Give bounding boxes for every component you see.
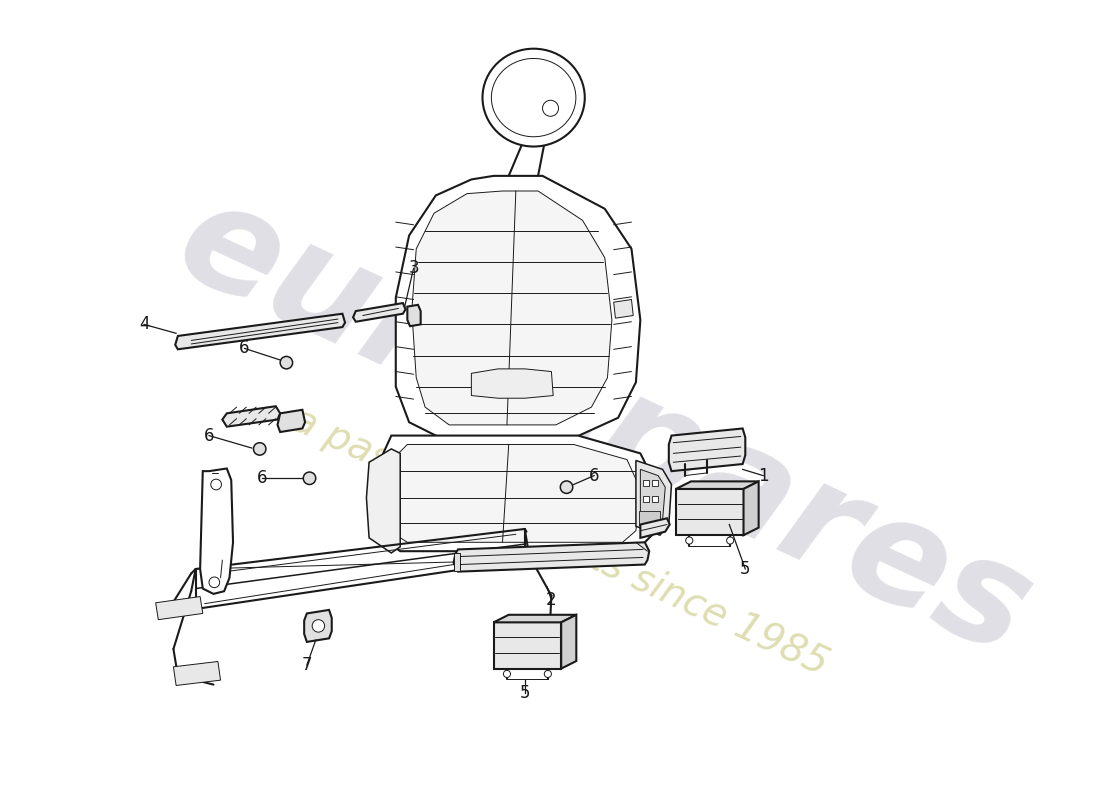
Text: 6: 6	[240, 339, 250, 358]
Polygon shape	[669, 429, 746, 471]
Text: 4: 4	[139, 315, 150, 334]
Bar	[644, 496, 649, 502]
Polygon shape	[353, 303, 406, 322]
Bar	[652, 480, 658, 486]
Polygon shape	[396, 176, 640, 440]
Circle shape	[544, 670, 551, 678]
Circle shape	[560, 481, 573, 494]
Circle shape	[209, 577, 220, 588]
Polygon shape	[200, 469, 233, 594]
Polygon shape	[614, 299, 634, 318]
Polygon shape	[494, 614, 576, 622]
Polygon shape	[453, 542, 649, 572]
Polygon shape	[384, 445, 640, 542]
Text: 2: 2	[546, 591, 557, 609]
Polygon shape	[538, 616, 571, 642]
Text: a passion for parts since 1985: a passion for parts since 1985	[286, 401, 835, 683]
Text: 5: 5	[740, 560, 750, 578]
Polygon shape	[277, 410, 305, 432]
Ellipse shape	[483, 49, 585, 146]
Polygon shape	[370, 435, 658, 551]
Polygon shape	[174, 662, 221, 686]
Polygon shape	[636, 461, 671, 535]
Polygon shape	[407, 305, 420, 326]
Polygon shape	[453, 553, 460, 570]
Polygon shape	[472, 369, 553, 398]
Polygon shape	[222, 406, 280, 426]
Text: 5: 5	[519, 685, 530, 702]
Text: eurospares: eurospares	[157, 168, 1053, 686]
Polygon shape	[640, 518, 670, 538]
Polygon shape	[411, 191, 612, 425]
Circle shape	[542, 100, 559, 116]
Polygon shape	[639, 511, 660, 525]
Text: 6: 6	[588, 466, 600, 485]
Text: 6: 6	[257, 470, 267, 487]
Circle shape	[685, 537, 693, 544]
Circle shape	[211, 479, 221, 490]
Polygon shape	[640, 470, 666, 528]
Polygon shape	[366, 449, 400, 553]
Polygon shape	[744, 482, 759, 535]
Circle shape	[312, 620, 324, 632]
Bar	[652, 496, 658, 502]
Polygon shape	[561, 614, 576, 669]
Text: 6: 6	[204, 426, 214, 445]
Polygon shape	[675, 482, 759, 489]
Circle shape	[280, 357, 293, 369]
Polygon shape	[494, 622, 561, 669]
Text: 1: 1	[758, 466, 769, 485]
Text: 3: 3	[408, 259, 419, 278]
Circle shape	[304, 472, 316, 485]
Ellipse shape	[492, 58, 576, 137]
Polygon shape	[155, 597, 202, 620]
Bar	[644, 480, 649, 486]
Circle shape	[727, 537, 734, 544]
Text: 7: 7	[301, 656, 312, 674]
Polygon shape	[675, 489, 744, 535]
Circle shape	[253, 442, 266, 455]
Circle shape	[504, 670, 510, 678]
Polygon shape	[175, 314, 345, 350]
Polygon shape	[305, 610, 332, 642]
